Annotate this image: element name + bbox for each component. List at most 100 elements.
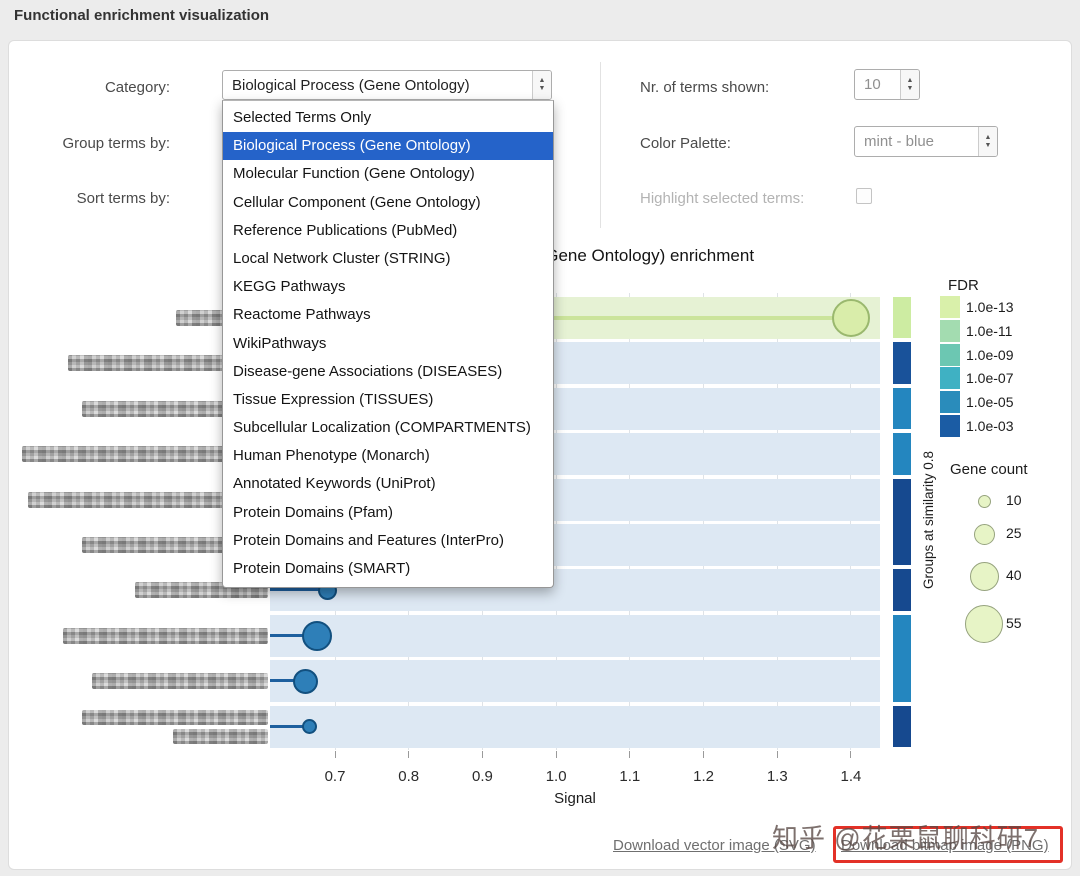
x-tick <box>850 751 852 758</box>
stepper-arrows-icon[interactable]: ▲ ▼ <box>900 70 919 99</box>
dropdown-option[interactable]: Protein Domains and Features (InterPro) <box>233 531 504 549</box>
x-tick-label: 1.4 <box>840 768 862 785</box>
grid-line <box>776 293 778 750</box>
fdr-label: 1.0e-03 <box>966 418 1014 434</box>
dropdown-option[interactable]: Selected Terms Only <box>233 109 372 126</box>
x-tick <box>776 751 778 758</box>
fdr-label: 1.0e-05 <box>966 394 1014 411</box>
chevron-up-icon: ▲ <box>538 77 546 84</box>
x-tick-label: 1.1 <box>619 768 641 785</box>
lollipop-stem <box>270 724 310 728</box>
fdr-label: 1.0e-13 <box>966 299 1014 315</box>
fdr-swatch <box>940 319 960 342</box>
lollipop-dot[interactable] <box>831 299 870 337</box>
sort-terms-label: Sort terms by: <box>76 190 170 207</box>
row-band <box>270 614 880 657</box>
color-palette-select[interactable]: mint - blue ▲ ▼ <box>854 126 998 157</box>
lollipop-stem <box>270 316 851 320</box>
term-label-blurred <box>82 709 268 725</box>
term-label-blurred <box>68 355 268 372</box>
color-palette-value: mint - blue <box>864 133 935 150</box>
grid-line <box>555 293 557 750</box>
watermark: 知乎 @花栗鼠聊科研7 <box>772 823 1040 853</box>
lollipop-dot[interactable] <box>293 668 318 694</box>
group-bar <box>893 614 911 702</box>
fdr-label: 1.0e-07 <box>966 370 1014 387</box>
fdr-swatch <box>940 343 960 366</box>
gene-count-dot <box>969 561 999 591</box>
gene-count-dot <box>977 494 991 508</box>
dropdown-option[interactable]: KEGG Pathways <box>233 278 346 296</box>
group-bar <box>893 433 911 475</box>
fdr-label: 1.0e-11 <box>966 322 1013 339</box>
fdr-swatch <box>940 296 960 318</box>
gene-count-dot <box>973 523 995 545</box>
row-band <box>270 705 880 748</box>
dropdown-option[interactable]: Cellular Component (Gene Ontology) <box>233 193 481 211</box>
chevron-up-icon[interactable]: ▲ <box>906 76 914 84</box>
dropdown-option[interactable]: Disease-gene Associations (DISEASES) <box>233 362 503 380</box>
highlight-checkbox[interactable] <box>856 188 872 204</box>
gene-count-dot <box>965 605 1003 643</box>
dropdown-option[interactable]: WikiPathways <box>233 334 327 352</box>
category-dropdown-menu: Selected Terms Only Biological Process (G… <box>222 100 554 589</box>
lollipop-dot[interactable] <box>301 719 317 735</box>
dropdown-option[interactable]: Subcellular Localization (COMPARTMENTS) <box>233 419 531 437</box>
group-bar <box>893 387 911 430</box>
x-tick <box>555 751 557 758</box>
fdr-label: 1.0e-09 <box>966 346 1014 363</box>
category-label: Category: <box>104 79 170 96</box>
dropdown-option[interactable]: Reference Publications (PubMed) <box>233 221 458 239</box>
color-palette-label: Color Palette: <box>640 135 731 152</box>
x-tick <box>703 751 705 758</box>
download-png-link[interactable]: Download bitmap image (PNG) <box>841 837 1049 854</box>
group-terms-label: Group terms by: <box>62 135 170 152</box>
fdr-swatch <box>940 367 960 390</box>
chevron-down-icon[interactable]: ▼ <box>906 84 914 92</box>
x-tick <box>629 751 631 758</box>
x-tick-label: 1.3 <box>766 768 788 785</box>
group-bar <box>893 342 911 384</box>
x-tick-label: 0.7 <box>324 768 346 785</box>
term-label-blurred <box>82 537 268 553</box>
term-label-blurred <box>63 627 268 644</box>
term-label-blurred <box>173 728 268 744</box>
term-label-blurred <box>28 491 268 508</box>
lollipop-dot[interactable] <box>301 620 332 651</box>
lollipop-stem <box>270 633 317 637</box>
gene-count-label: 25 <box>1006 525 1022 541</box>
gene-count-label: 40 <box>1006 567 1022 583</box>
lollipop-stem <box>270 679 306 683</box>
x-tick-label: 0.9 <box>471 768 493 785</box>
select-arrows-icon: ▲ ▼ <box>978 127 997 156</box>
x-tick-label: 1.0 <box>545 768 567 785</box>
dropdown-option[interactable]: Tissue Expression (TISSUES) <box>233 390 434 408</box>
fdr-swatch <box>940 391 960 414</box>
row-band <box>270 660 880 703</box>
x-tick <box>334 751 336 758</box>
nr-terms-stepper[interactable]: 10 ▲ ▼ <box>854 69 920 100</box>
x-tick-label: 1.2 <box>693 768 714 785</box>
dropdown-option[interactable]: Reactome Pathways <box>233 306 371 324</box>
dropdown-option[interactable]: Annotated Keywords (UniProt) <box>233 475 436 493</box>
dropdown-option[interactable]: Protein Domains (Pfam) <box>233 503 394 521</box>
form-divider <box>600 62 601 228</box>
x-tick <box>408 751 410 758</box>
gene-count-legend-title: Gene count <box>950 461 1028 478</box>
dropdown-option[interactable]: Local Network Cluster (STRING) <box>233 249 451 267</box>
grid-line <box>850 293 852 750</box>
group-bar <box>893 569 911 611</box>
dropdown-option[interactable]: Biological Process (Gene Ontology) <box>223 132 553 161</box>
dropdown-option[interactable]: Molecular Function (Gene Ontology) <box>233 165 475 183</box>
grid-line <box>629 293 631 750</box>
x-tick <box>481 751 483 758</box>
gene-count-label: 10 <box>1006 492 1022 508</box>
download-svg-link[interactable]: Download vector image (SVG) <box>613 837 816 854</box>
dropdown-option[interactable]: Human Phenotype (Monarch) <box>233 447 430 465</box>
category-select[interactable]: Biological Process (Gene Ontology) ▲ ▼ <box>222 70 552 100</box>
grid-line <box>703 293 705 750</box>
dropdown-option[interactable]: Protein Domains (SMART) <box>233 560 411 577</box>
chevron-down-icon: ▼ <box>984 141 992 149</box>
